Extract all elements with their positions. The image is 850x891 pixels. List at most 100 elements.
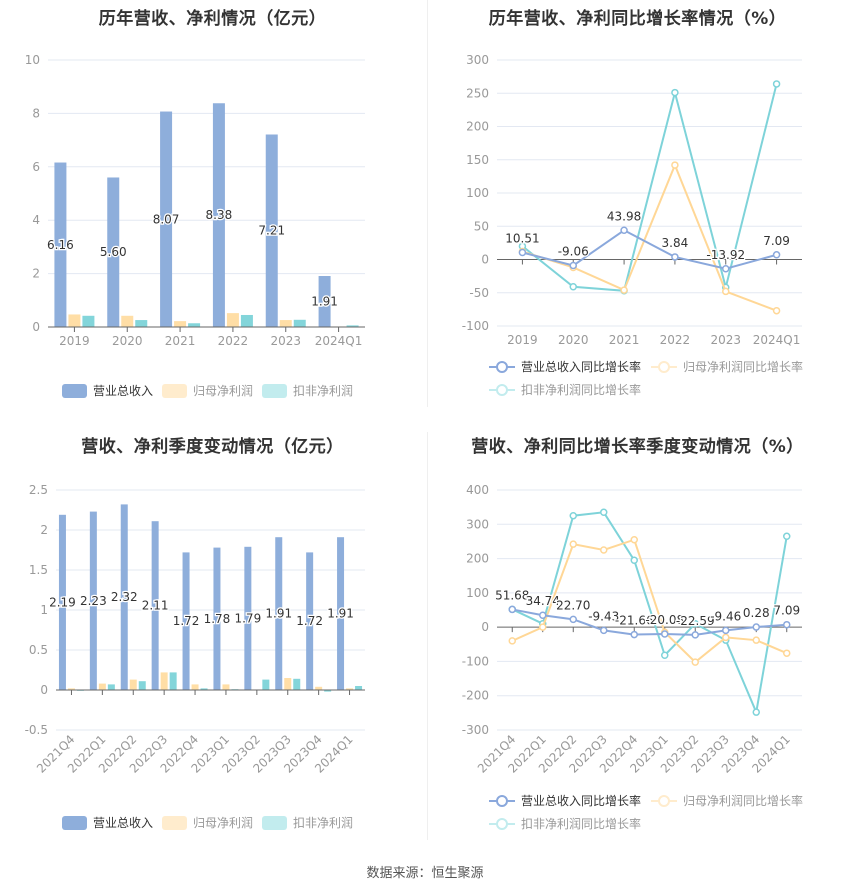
data-point[interactable] — [722, 287, 730, 296]
data-point[interactable] — [752, 708, 760, 716]
series-line[interactable] — [511, 538, 788, 664]
data-point[interactable] — [539, 623, 547, 631]
bar[interactable] — [58, 514, 66, 690]
bar[interactable] — [346, 688, 354, 690]
bar[interactable] — [306, 552, 314, 690]
bar[interactable] — [226, 313, 239, 327]
bar[interactable] — [355, 686, 363, 690]
data-point[interactable] — [671, 161, 679, 169]
legend-item-deducted-profit-growth[interactable]: 扣非净利润同比增长率 — [489, 381, 641, 398]
data-point[interactable] — [600, 626, 608, 635]
bar[interactable] — [89, 511, 97, 690]
legend-item-deducted-profit[interactable]: 扣非净利润 — [262, 382, 353, 399]
data-point[interactable] — [630, 535, 638, 544]
data-point[interactable] — [569, 283, 577, 291]
bar[interactable] — [284, 678, 292, 690]
data-point[interactable] — [569, 261, 577, 270]
data-point[interactable] — [772, 80, 781, 88]
data-point[interactable] — [783, 532, 791, 541]
legend-item-net-profit-growth[interactable]: 归母净利润同比增长率 — [651, 792, 803, 809]
data-point[interactable] — [772, 306, 781, 315]
data-point[interactable] — [569, 615, 577, 624]
data-point[interactable] — [620, 286, 628, 294]
legend-item-net-profit[interactable]: 归母净利润 — [162, 382, 253, 399]
data-point[interactable] — [722, 626, 730, 635]
legend-item-revenue-growth[interactable]: 营业总收入同比增长率 — [489, 792, 641, 809]
bar[interactable] — [151, 521, 159, 690]
bar[interactable] — [107, 684, 115, 690]
data-point[interactable] — [691, 658, 699, 666]
bar[interactable] — [200, 688, 208, 690]
data-point[interactable] — [508, 605, 516, 614]
bar[interactable] — [98, 683, 106, 690]
bar[interactable] — [188, 323, 201, 327]
series-line[interactable] — [511, 511, 788, 716]
data-point[interactable] — [539, 611, 547, 619]
bar[interactable] — [67, 688, 75, 690]
series-line[interactable] — [522, 229, 777, 270]
data-point[interactable] — [620, 226, 628, 235]
data-point[interactable] — [722, 265, 730, 273]
data-point[interactable] — [630, 556, 638, 565]
data-point[interactable] — [783, 649, 791, 657]
data-point[interactable] — [772, 251, 781, 259]
bar[interactable] — [54, 162, 67, 327]
bar[interactable] — [279, 320, 292, 327]
data-point[interactable] — [671, 253, 679, 261]
data-point[interactable] — [752, 623, 760, 631]
data-point[interactable] — [722, 633, 730, 642]
bar[interactable] — [68, 314, 81, 327]
bar[interactable] — [275, 537, 283, 690]
bar[interactable] — [222, 684, 230, 690]
data-point[interactable] — [569, 511, 577, 520]
data-point[interactable] — [518, 248, 527, 257]
bar[interactable] — [182, 552, 190, 690]
series-line[interactable] — [522, 162, 777, 312]
bar[interactable] — [240, 314, 253, 327]
legend-item-revenue[interactable]: 营业总收入 — [62, 814, 153, 831]
bar[interactable] — [244, 546, 252, 690]
series-line[interactable] — [521, 83, 778, 292]
bar[interactable] — [169, 672, 177, 690]
bar[interactable] — [82, 315, 95, 327]
bar[interactable] — [213, 547, 221, 690]
bar[interactable] — [129, 679, 137, 690]
legend-item-net-profit[interactable]: 归母净利润 — [162, 814, 253, 831]
bar[interactable] — [138, 681, 146, 690]
data-point[interactable] — [661, 630, 669, 638]
data-point[interactable] — [600, 546, 608, 554]
bar[interactable] — [318, 276, 331, 327]
data-point[interactable] — [752, 636, 760, 644]
bar[interactable] — [262, 679, 270, 690]
data-point[interactable] — [508, 637, 516, 645]
bar[interactable] — [135, 320, 148, 327]
data-point[interactable] — [661, 651, 669, 660]
bar[interactable] — [337, 537, 345, 690]
legend-item-revenue-growth[interactable]: 营业总收入同比增长率 — [489, 358, 641, 375]
bar[interactable] — [315, 686, 323, 690]
data-point[interactable] — [691, 619, 699, 628]
data-point[interactable] — [671, 88, 679, 97]
legend-item-net-profit-growth[interactable]: 归母净利润同比增长率 — [651, 358, 803, 375]
bar[interactable] — [293, 678, 301, 690]
bar[interactable] — [191, 684, 199, 690]
data-point[interactable] — [600, 508, 608, 517]
bar[interactable] — [346, 325, 359, 327]
bar[interactable] — [212, 103, 225, 327]
bar[interactable] — [174, 321, 187, 327]
data-point[interactable] — [630, 630, 638, 639]
bar[interactable] — [324, 690, 332, 692]
legend-item-deducted-profit-growth[interactable]: 扣非净利润同比增长率 — [489, 815, 641, 832]
bar[interactable] — [265, 134, 278, 327]
bar[interactable] — [120, 504, 128, 690]
bar[interactable] — [160, 111, 173, 327]
bar[interactable] — [293, 319, 306, 327]
bar[interactable] — [107, 177, 120, 327]
series-line[interactable] — [512, 608, 787, 636]
data-point[interactable] — [783, 620, 791, 629]
legend-item-deducted-profit[interactable]: 扣非净利润 — [262, 814, 353, 831]
data-point[interactable] — [691, 631, 699, 639]
data-point[interactable] — [569, 540, 577, 548]
bar[interactable] — [121, 315, 134, 327]
legend-item-revenue[interactable]: 营业总收入 — [62, 382, 153, 399]
